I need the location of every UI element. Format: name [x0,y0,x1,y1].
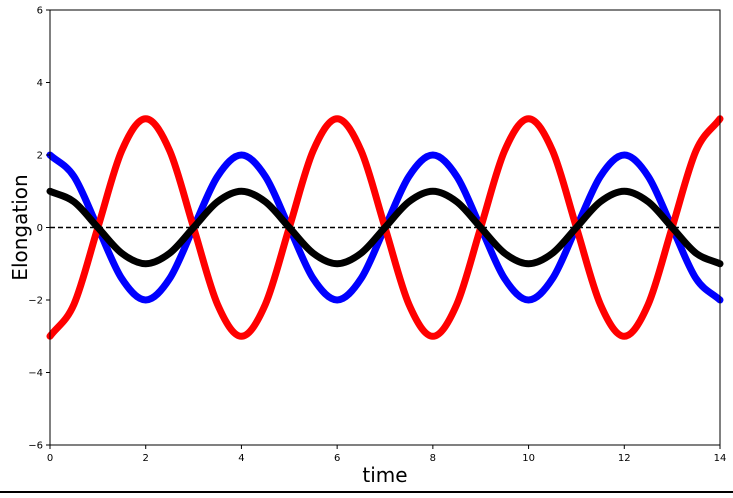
y-tick-label: −4 [28,368,43,379]
x-tick-label: 8 [430,453,436,464]
x-tick-label: 12 [618,453,631,464]
y-axis-title: Elongation [8,174,32,280]
y-tick-label: −6 [28,441,43,452]
x-tick-label: 4 [238,453,244,464]
x-tick-label: 0 [47,453,53,464]
x-axis-title: time [362,463,407,487]
series-line-3 [46,187,724,268]
x-tick-label: 14 [714,453,727,464]
y-tick-label: 0 [37,223,43,234]
y-tick-label: 2 [37,151,43,162]
tick-layer: 0 2 4 6 8 10 12 14 −6 −4 −2 0 2 4 6 [28,6,726,465]
x-tick-label: 2 [143,453,149,464]
x-tick-label: 6 [334,453,340,464]
x-tick-label: 10 [522,453,535,464]
series-layer [46,115,724,340]
y-tick-label: 6 [37,6,43,17]
y-tick-label: 4 [37,78,43,89]
figure-bottom-border [0,491,733,493]
y-tick-label: −2 [28,296,43,307]
